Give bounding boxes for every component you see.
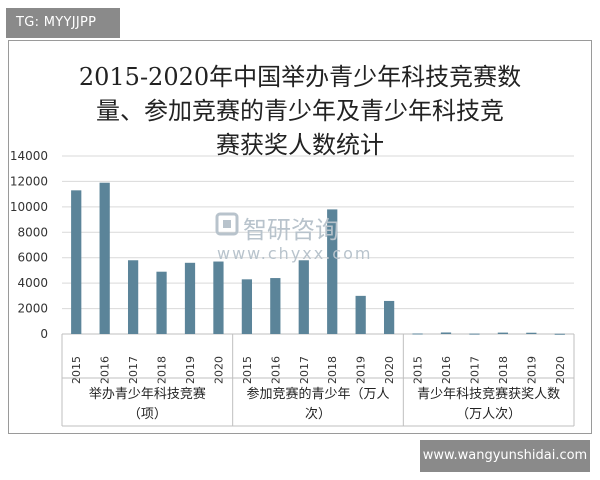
bar — [156, 271, 167, 334]
bar — [127, 260, 139, 334]
bar — [469, 333, 480, 335]
bar — [497, 332, 509, 334]
group-label: （项） — [128, 407, 167, 422]
watermark-url: www.chyxx.com — [217, 244, 373, 263]
bar — [184, 262, 196, 334]
x-tick-label: 2019 — [184, 356, 197, 384]
bar — [241, 279, 253, 334]
chart-title-line-2: 量、参加竞赛的青少年及青少年科技竞 — [96, 97, 504, 125]
x-tick-label: 2016 — [440, 356, 453, 384]
x-tick-label: 2016 — [99, 356, 112, 384]
bar — [355, 295, 366, 334]
group-label: 举办青少年科技竞赛 — [89, 386, 206, 402]
x-tick-label: 2020 — [212, 356, 225, 384]
x-tick-label: 2016 — [269, 356, 282, 384]
x-tick-label: 2020 — [383, 356, 396, 384]
x-tick-label: 2017 — [127, 356, 140, 384]
x-tick-label: 2018 — [326, 356, 339, 384]
y-tick-label: 12000 — [10, 174, 48, 188]
group-label: （万人次） — [456, 406, 521, 422]
group-label: 青少年科技竞赛获奖人数 — [417, 386, 560, 402]
y-tick-label: 8000 — [17, 225, 48, 239]
tag-label: TG: MYYJJPP — [6, 8, 120, 38]
x-tick-label: 2019 — [355, 356, 368, 384]
y-tick-label: 14000 — [10, 149, 48, 163]
bar — [440, 332, 452, 334]
bar — [213, 261, 224, 334]
chart-title-line-1: 2015-2020年中国举办青少年科技竞赛数 — [78, 63, 522, 91]
group-label: 参加竞赛的青少年（万人 — [246, 386, 389, 402]
y-tick-label: 10000 — [10, 200, 48, 214]
group-label: 次） — [305, 406, 331, 422]
x-tick-label: 2019 — [525, 356, 538, 384]
bar — [412, 333, 423, 335]
watermark-name: 智研咨询 — [243, 216, 339, 244]
y-tick-label: 4000 — [17, 276, 48, 290]
bar — [526, 332, 537, 334]
bar — [327, 209, 338, 334]
bar — [383, 300, 395, 334]
bar — [99, 182, 110, 334]
y-tick-label: 6000 — [17, 251, 48, 265]
bar — [270, 278, 281, 334]
y-tick-label: 2000 — [17, 302, 48, 316]
x-tick-label: 2018 — [497, 356, 510, 384]
x-tick-label: 2017 — [468, 356, 481, 384]
chart-title-line-3: 赛获奖人数统计 — [216, 131, 384, 159]
site-label: www.wangyunshidai.com — [420, 440, 590, 472]
x-tick-label: 2017 — [298, 356, 311, 384]
chart-title: 2015-2020年中国举办青少年科技竞赛数 量、参加竞赛的青少年及青少年科技竞… — [40, 60, 560, 162]
bar — [554, 333, 565, 335]
x-tick-label: 2015 — [70, 356, 83, 384]
x-tick-label: 2018 — [156, 356, 169, 384]
y-tick-label: 0 — [40, 327, 48, 341]
bar — [298, 260, 309, 334]
x-tick-label: 2015 — [412, 356, 425, 384]
x-tick-label: 2020 — [554, 356, 567, 384]
watermark-logo-icon — [215, 212, 239, 236]
x-tick-label: 2015 — [241, 356, 254, 384]
bar — [71, 190, 82, 334]
